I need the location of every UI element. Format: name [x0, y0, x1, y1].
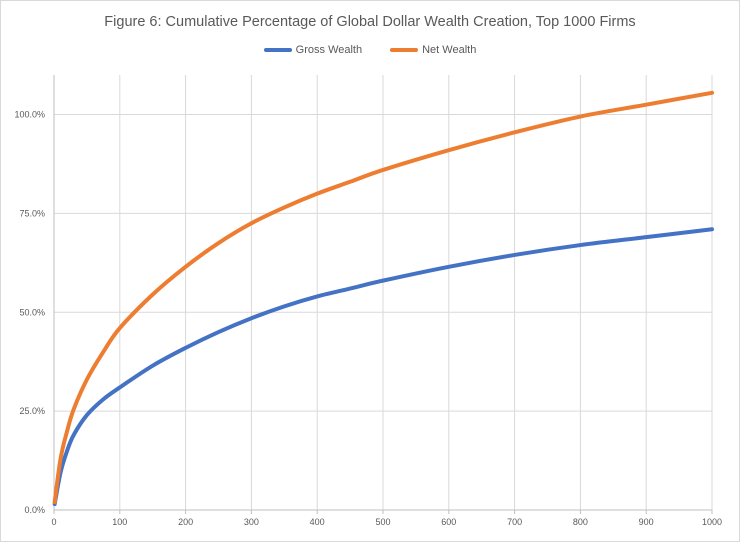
x-tick-label: 100 [112, 517, 127, 527]
x-tick-label: 0 [51, 517, 56, 527]
series-line-gross-wealth [52, 227, 714, 507]
legend-label-gross-wealth: Gross Wealth [295, 44, 363, 56]
x-tick-label: 400 [310, 517, 325, 527]
x-tick-label: 700 [507, 517, 522, 527]
x-tick-label: 600 [441, 517, 456, 527]
series-lines [52, 90, 714, 507]
legend-entry-net-wealth: Net Wealth [390, 44, 476, 56]
chart-title: Figure 6: Cumulative Percentage of Globa… [104, 14, 636, 30]
legend-swatch-gross-wealth [263, 48, 292, 52]
y-tick-label: 25.0% [19, 406, 45, 416]
legend-entry-gross-wealth: Gross Wealth [263, 44, 363, 56]
y-tick-label: 100.0% [14, 110, 45, 120]
chart-legend: Gross Wealth Net Wealth [0, 44, 740, 56]
x-tick-label: 200 [178, 517, 193, 527]
x-tick-label: 800 [573, 517, 588, 527]
x-tick-label: 300 [244, 517, 259, 527]
axes [53, 75, 713, 514]
x-tick-label: 900 [639, 517, 654, 527]
tick-labels: 0 100 200 300 400 500 600 700 800 900 1000 0.0% 25.0… [14, 110, 722, 527]
y-tick-label: 75.0% [19, 208, 45, 218]
y-tick-label: 0.0% [24, 505, 45, 515]
y-tick-label: 50.0% [19, 307, 45, 317]
x-tick-label: 500 [375, 517, 390, 527]
x-tick-label: 1000 [702, 517, 722, 527]
series-line-net-wealth [52, 90, 714, 505]
gridlines [54, 75, 713, 510]
legend-label-net-wealth: Net Wealth [422, 44, 477, 56]
legend-swatch-net-wealth [390, 48, 419, 52]
